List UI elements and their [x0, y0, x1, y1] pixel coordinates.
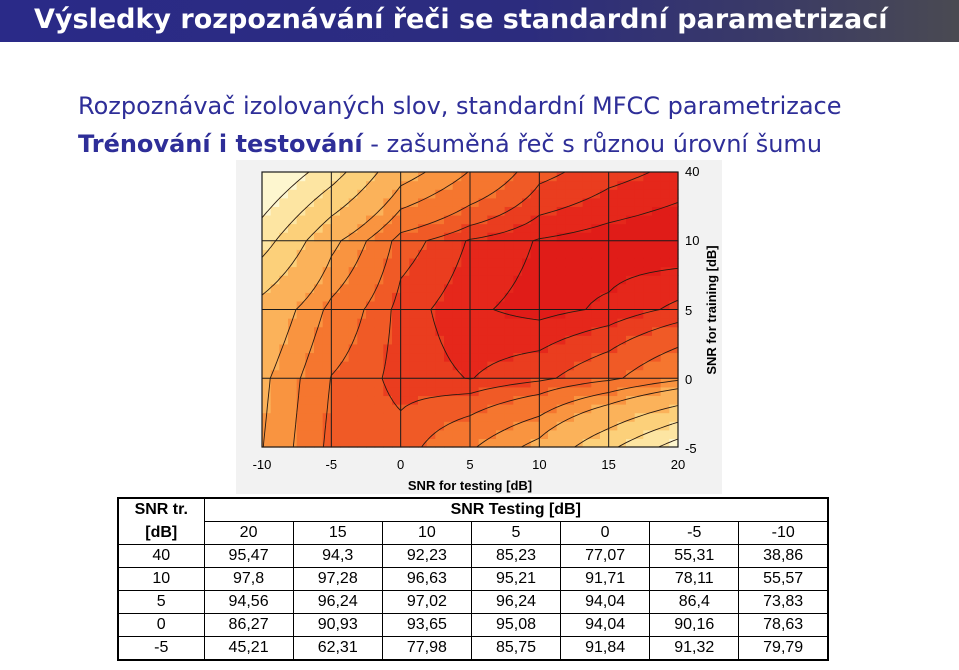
- plot-frame: [261, 171, 679, 448]
- table-row: -5 45,21 62,31 77,98 85,75 91,84 91,32 79,79: [118, 636, 828, 660]
- column-header: 15: [292, 521, 383, 545]
- table-row: 0 86,27 90,93 93,65 95,08 94,04 90,16 78,63: [118, 613, 828, 637]
- table-cell: 38,86: [738, 544, 828, 568]
- table-row: 5 94,56 96,24 97,02 96,24 94,04 86,4 73,83: [118, 590, 828, 614]
- slide-title: Výsledky rozpoznávání řeči se standardní…: [34, 4, 888, 35]
- y-axis-label: SNR for training [dB]: [704, 245, 719, 374]
- table-row: 40 95,47 94,3 92,23 85,23 77,07 55,31 38,86: [118, 544, 828, 568]
- subtitle-line-1: Rozpoznávač izolovaných slov, standardní…: [78, 92, 842, 120]
- y-tick-label: 40: [685, 164, 699, 179]
- table-cell: 62,31: [292, 636, 383, 660]
- table-cell: 45,21: [203, 636, 294, 660]
- x-tick-label: 0: [397, 457, 404, 472]
- x-tick-label: 15: [601, 457, 615, 472]
- table-cell: 94,04: [560, 590, 650, 614]
- table-cell: 94,56: [203, 590, 294, 614]
- subtitle-line-2: Trénování i testování - zašuměná řeč s r…: [78, 130, 822, 158]
- table-cell: 91,32: [649, 636, 739, 660]
- table-cell: 77,07: [560, 544, 650, 568]
- row-snr-label: -5: [118, 636, 204, 660]
- table-cell: 94,3: [292, 544, 383, 568]
- row-snr-label: 5: [118, 590, 204, 614]
- table-cell: 93,65: [381, 613, 472, 637]
- table-cell: 95,08: [470, 613, 561, 637]
- x-tick-label: 10: [532, 457, 546, 472]
- table-header: SNR Testing [dB]: [203, 498, 828, 522]
- table-cell: 55,57: [738, 567, 828, 591]
- table-cell: 78,11: [649, 567, 739, 591]
- column-header: -10: [738, 521, 828, 545]
- column-header: 10: [381, 521, 472, 545]
- table-cell: 96,24: [292, 590, 383, 614]
- table-cell: 78,63: [738, 613, 828, 637]
- table-cell: 97,28: [292, 567, 383, 591]
- table-cell: 90,93: [292, 613, 383, 637]
- table-cell: 85,75: [470, 636, 561, 660]
- x-tick-label: 5: [466, 457, 473, 472]
- table-cell: 90,16: [649, 613, 739, 637]
- x-tick-label: 20: [671, 457, 685, 472]
- table-cell: 55,31: [649, 544, 739, 568]
- x-tick-label: -5: [326, 457, 338, 472]
- column-header: 0: [560, 521, 650, 545]
- y-tick-label: 10: [685, 233, 699, 248]
- y-tick-label: 0: [685, 372, 692, 387]
- table-row: 10 97,8 97,28 96,63 95,21 91,71 78,11 55,57: [118, 567, 828, 591]
- table-cell: 91,84: [560, 636, 650, 660]
- subtitle-rest: - zašuměná řeč s různou úrovní šumu: [362, 130, 823, 158]
- contour-lines: [261, 171, 679, 448]
- table-cell: 96,63: [381, 567, 472, 591]
- table-cell: 92,23: [381, 544, 472, 568]
- table-cell: 91,71: [560, 567, 650, 591]
- x-axis-label: SNR for testing [dB]: [408, 478, 532, 493]
- corner-top-label: SNR tr.: [134, 501, 188, 519]
- column-header: 20: [203, 521, 294, 545]
- row-snr-label: 40: [118, 544, 204, 568]
- row-snr-label: 10: [118, 567, 204, 591]
- results-table: SNR tr. SNR Testing [dB] [dB] 20 15 10 5 0 -5…: [117, 497, 829, 661]
- table-cell: 95,47: [203, 544, 294, 568]
- subtitle-bold: Trénování i testování: [78, 130, 363, 158]
- table-cell: 95,21: [470, 567, 561, 591]
- slide-title-bar: Výsledky rozpoznávání řeči se standardní…: [0, 0, 959, 42]
- table-cell: 96,24: [470, 590, 561, 614]
- contour-fill: [262, 172, 679, 448]
- y-tick-label: -5: [685, 441, 697, 456]
- table-cell: 86,4: [649, 590, 739, 614]
- table-cell: 77,98: [381, 636, 472, 660]
- row-snr-label: 0: [118, 613, 204, 637]
- corner-bottom-label: [dB]: [145, 523, 178, 541]
- table-cell: 73,83: [738, 590, 828, 614]
- table-cell: 97,8: [203, 567, 294, 591]
- table-cell: 86,27: [203, 613, 294, 637]
- column-header: -5: [649, 521, 739, 545]
- y-tick-label: 5: [685, 303, 692, 318]
- x-tick-label: -10: [253, 457, 272, 472]
- table-cell: 79,79: [738, 636, 828, 660]
- column-header: 5: [470, 521, 561, 545]
- table-cell: 94,04: [560, 613, 650, 637]
- table-cell: 85,23: [470, 544, 561, 568]
- table-cell: 97,02: [381, 590, 472, 614]
